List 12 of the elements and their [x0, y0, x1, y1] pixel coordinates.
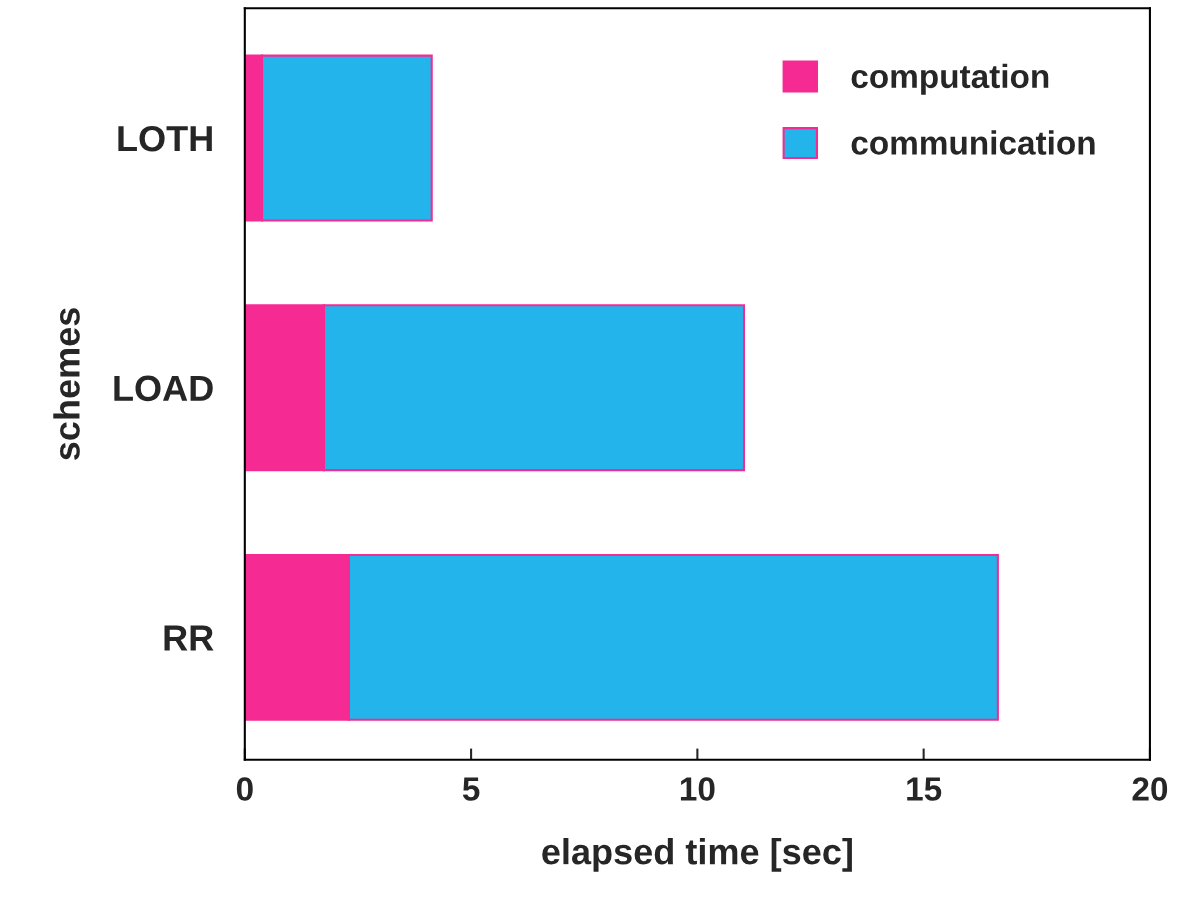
y-tick-label: RR	[164, 625, 214, 651]
x-tick-label: 0	[236, 777, 253, 801]
x-tick-label: 5	[462, 777, 480, 801]
y-tick-label: LOAD	[114, 375, 213, 402]
x-tick-label: 20	[1132, 777, 1168, 801]
x-axis-title: elapsed time [sec]	[542, 837, 852, 872]
legend-label: communication	[851, 130, 1095, 155]
x-tick-label: 15	[907, 777, 942, 801]
y-tick-label: LOTH	[118, 125, 212, 152]
legend-label: computation	[851, 63, 1049, 95]
y-axis-title: schemes	[53, 308, 80, 460]
x-tick-label: 10	[680, 777, 715, 801]
